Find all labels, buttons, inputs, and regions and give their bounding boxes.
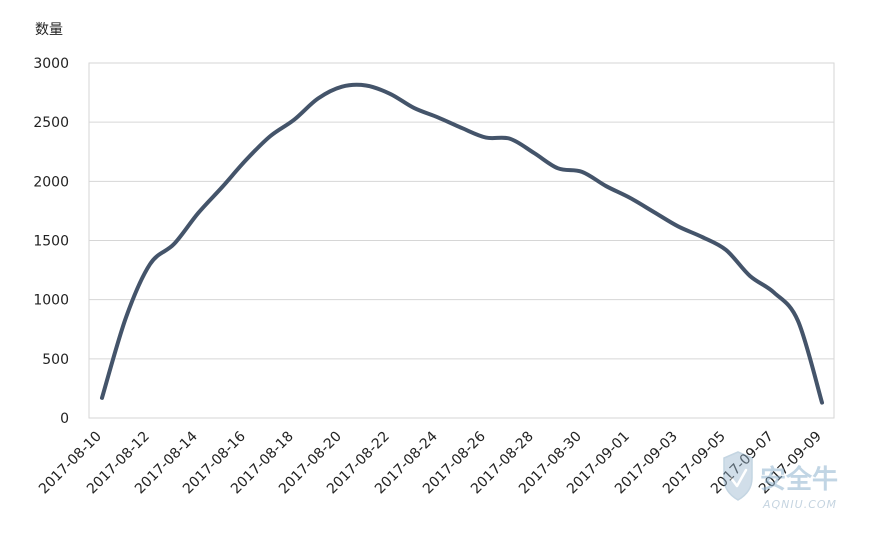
y-axis-title: 数量 xyxy=(35,22,63,38)
y-tick-label: 2000 xyxy=(33,174,69,190)
watermark: 安全牛 AQNIU.COM xyxy=(723,451,838,511)
shield-logo-icon xyxy=(723,451,753,501)
y-tick-label: 500 xyxy=(42,352,69,368)
series-line-1 xyxy=(100,82,824,405)
watermark-text: 安全牛 xyxy=(760,464,838,495)
y-tick-label: 3000 xyxy=(33,56,69,72)
watermark-subtext: AQNIU.COM xyxy=(762,498,837,511)
y-tick-label: 2500 xyxy=(33,115,69,131)
y-axis-tick-labels: 0 500 1000 1500 2000 2500 3000 xyxy=(33,56,69,427)
x-axis-tick-labels: 2017-08-102017-08-122017-08-142017-08-16… xyxy=(36,428,825,497)
y-tick-label: 1000 xyxy=(33,293,69,309)
series-layer xyxy=(100,82,824,405)
y-tick-label: 1500 xyxy=(33,234,69,250)
y-tick-label: 0 xyxy=(60,411,69,427)
grid-layer xyxy=(88,62,835,419)
